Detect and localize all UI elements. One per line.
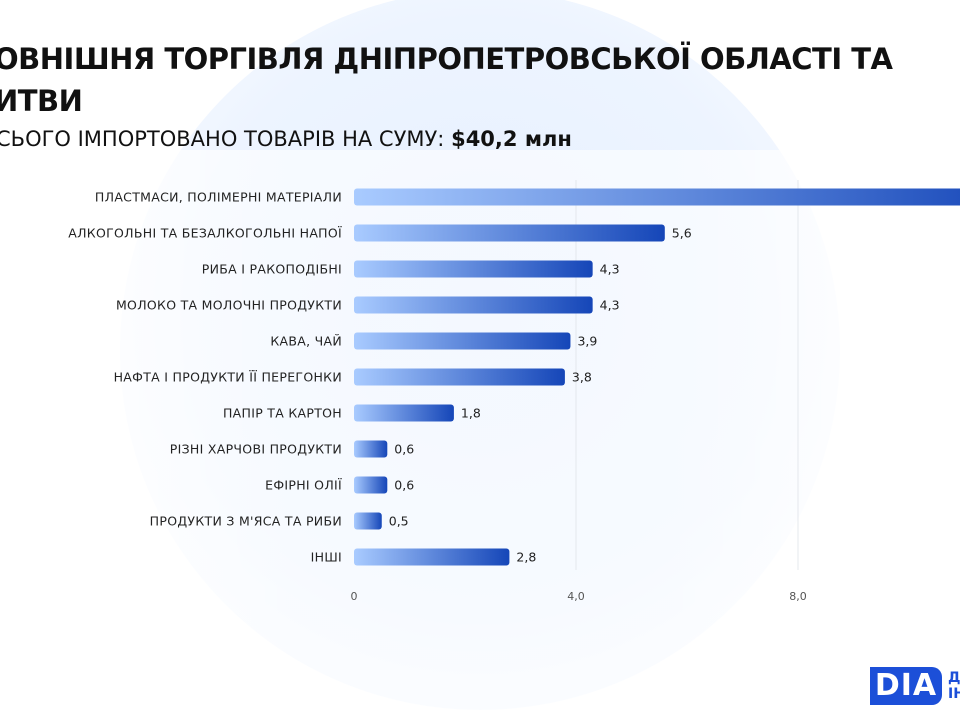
category-label: ПЛАСТМАСИ, ПОЛІМЕРНІ МАТЕРІАЛИ xyxy=(95,190,342,205)
category-label: ІНШІ xyxy=(311,550,342,565)
logo-side-line-2: ІН xyxy=(948,686,960,702)
category-label: МОЛОКО ТА МОЛОЧНІ ПРОДУКТИ xyxy=(116,298,342,313)
bar xyxy=(354,296,593,314)
bar xyxy=(354,476,388,494)
bar xyxy=(354,188,960,206)
value-label: 4,3 xyxy=(600,262,620,277)
category-label: ПРОДУКТИ З М'ЯСА ТА РИБИ xyxy=(150,514,342,529)
category-label: АЛКОГОЛЬНІ ТА БЕЗАЛКОГОЛЬНІ НАПОЇ xyxy=(68,226,342,241)
x-tick-label: 0 xyxy=(351,590,358,603)
x-tick-label: 4,0 xyxy=(567,590,585,603)
value-label: 0,6 xyxy=(394,442,414,457)
value-label: 2,8 xyxy=(516,550,536,565)
category-label: КАВА, ЧАЙ xyxy=(270,334,342,349)
dia-logo: DIA xyxy=(870,667,942,705)
subtitle-prefix: СЬОГО ІМПОРТОВАНО ТОВАРІВ НА СУМУ: xyxy=(0,127,445,151)
bar xyxy=(354,224,665,242)
bar xyxy=(354,368,565,386)
subtitle: СЬОГО ІМПОРТОВАНО ТОВАРІВ НА СУМУ: $40,2… xyxy=(0,127,572,151)
background-fade xyxy=(0,150,960,720)
value-label: 4,3 xyxy=(600,298,620,313)
logo-side-text: Д ІН xyxy=(948,670,960,702)
title-line-2: ИТВИ xyxy=(0,84,83,118)
bar xyxy=(354,512,382,530)
category-label: ЕФІРНІ ОЛІЇ xyxy=(265,478,342,493)
value-label: 0,6 xyxy=(394,478,414,493)
bar xyxy=(354,548,510,566)
page-title: ОВНІШНЯ ТОРГІВЛЯ ДНІПРОПЕТРОВСЬКОЇ ОБЛАС… xyxy=(0,38,893,122)
bar xyxy=(354,260,593,278)
category-label: НАФТА І ПРОДУКТИ ЇЇ ПЕРЕГОНКИ xyxy=(114,370,342,385)
bar xyxy=(354,404,454,422)
subtitle-value: $40,2 млн xyxy=(451,127,572,151)
logo-side-line-1: Д xyxy=(948,670,960,686)
category-label: ПАПІР ТА КАРТОН xyxy=(223,406,342,421)
category-label: РИБА І РАКОПОДІБНІ xyxy=(202,262,342,277)
value-label: 0,5 xyxy=(389,514,409,529)
value-label: 3,8 xyxy=(572,370,592,385)
bar xyxy=(354,332,571,350)
value-label: 3,9 xyxy=(577,334,597,349)
x-tick-label: 8,0 xyxy=(789,590,807,603)
value-label: 1,8 xyxy=(461,406,481,421)
value-label: 5,6 xyxy=(672,226,692,241)
category-label: РІЗНІ ХАРЧОВІ ПРОДУКТИ xyxy=(170,442,342,457)
title-line-1: ОВНІШНЯ ТОРГІВЛЯ ДНІПРОПЕТРОВСЬКОЇ ОБЛАС… xyxy=(0,42,893,76)
bar xyxy=(354,440,388,458)
